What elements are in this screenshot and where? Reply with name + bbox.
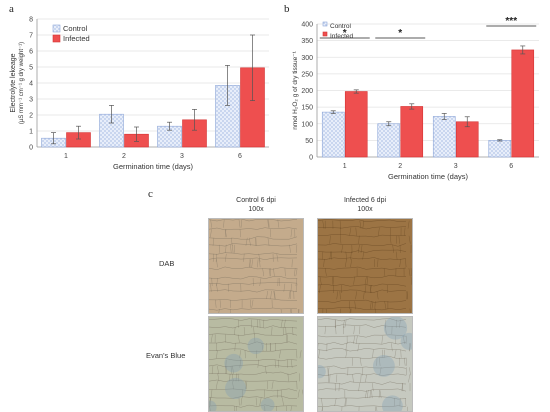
- row-label-evans-blue: Evan's Blue: [146, 351, 185, 360]
- x-tick-label: 2: [398, 163, 402, 170]
- y-tick-label: 400: [301, 22, 313, 29]
- bar-infected-1: [345, 91, 367, 157]
- bar-control-6: [489, 140, 511, 157]
- significance-marker: ***: [505, 16, 517, 27]
- y-tick-label: 50: [305, 138, 313, 145]
- micrograph-dab-control: [208, 218, 304, 314]
- bar-infected-6: [512, 50, 534, 157]
- bar-control-1: [322, 112, 344, 157]
- x-tick-label: 2: [122, 153, 126, 160]
- y-tick-label: 3: [29, 97, 33, 104]
- y-tick-label: 300: [301, 55, 313, 62]
- y-tick-label: 0: [309, 155, 313, 162]
- legend-label-infected: Infected: [63, 34, 90, 43]
- x-axis-title: Germination time (days): [388, 172, 469, 181]
- x-tick-label: 6: [238, 153, 242, 160]
- x-tick-label: 3: [454, 163, 458, 170]
- legend-label-control: Control: [330, 23, 352, 30]
- column-header-control-line1: Control 6 dpi: [201, 196, 311, 205]
- column-header-infected-line2: 100x: [310, 205, 420, 214]
- row-label-dab: DAB: [159, 259, 174, 268]
- column-header-infected: Infected 6 dpi 100x: [310, 196, 420, 214]
- y-tick-label: 5: [29, 65, 33, 72]
- legend-swatch-control: [323, 22, 327, 26]
- micrograph-dab-infected: [317, 218, 413, 314]
- x-tick-label: 6: [509, 163, 513, 170]
- y-tick-label: 350: [301, 38, 313, 45]
- micrograph-evans-control: [208, 316, 304, 412]
- y-tick-label: 2: [29, 113, 33, 120]
- y-tick-label: 4: [29, 81, 33, 88]
- y-axis-title: nmol H₂O₂ g of dry tissue⁻¹: [292, 50, 299, 129]
- y-tick-label: 100: [301, 121, 313, 128]
- y-tick-label: 0: [29, 145, 33, 152]
- x-tick-label: 1: [343, 163, 347, 170]
- column-header-control-line2: 100x: [201, 205, 311, 214]
- x-tick-label: 3: [180, 153, 184, 160]
- x-axis-title: Germination time (days): [113, 162, 194, 171]
- legend-label-infected: Infected: [330, 33, 354, 40]
- legend-swatch-control: [53, 25, 60, 32]
- y-tick-label: 250: [301, 71, 313, 78]
- legend-swatch-infected: [323, 32, 327, 36]
- significance-marker: *: [398, 28, 402, 39]
- y-axis-units: (µS mm⁻¹ cm⁻¹ g dry weight⁻¹): [19, 42, 25, 124]
- column-header-control: Control 6 dpi 100x: [201, 196, 311, 214]
- bar-control-3: [433, 116, 455, 157]
- y-tick-label: 200: [301, 88, 313, 95]
- y-tick-label: 150: [301, 105, 313, 112]
- legend-swatch-infected: [53, 35, 60, 42]
- legend-label-control: Control: [63, 24, 88, 33]
- y-tick-label: 8: [29, 17, 33, 24]
- y-tick-label: 6: [29, 49, 33, 56]
- electrolyte-leakage-chart: 0 1 2 3 4 5 6 7 8 1 2 3 6 Germination time (days) Elec…: [0, 0, 275, 190]
- y-tick-label: 1: [29, 129, 33, 136]
- bar-control-2: [378, 124, 400, 157]
- x-tick-label: 1: [64, 153, 68, 160]
- bar-infected-2: [401, 106, 423, 157]
- micrograph-evans-infected: [317, 316, 413, 412]
- y-tick-label: 7: [29, 33, 33, 40]
- column-header-infected-line1: Infected 6 dpi: [310, 196, 420, 205]
- y-axis-title: Electrolyte lekeage: [10, 53, 17, 112]
